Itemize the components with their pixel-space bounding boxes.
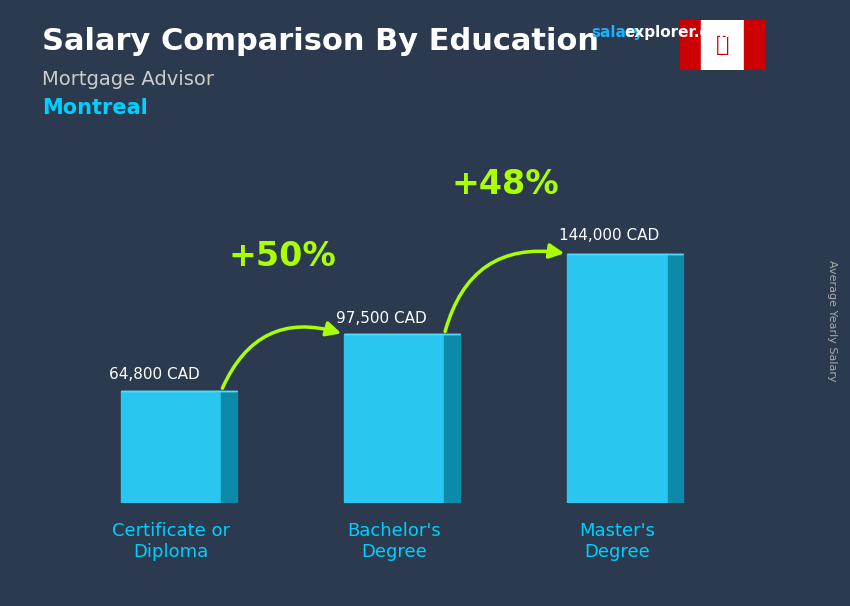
- Text: 97,500 CAD: 97,500 CAD: [336, 310, 427, 325]
- Text: salary: salary: [591, 25, 643, 41]
- Text: +50%: +50%: [229, 240, 337, 273]
- Text: 🍁: 🍁: [716, 35, 729, 55]
- Bar: [680, 20, 701, 70]
- Text: Mortgage Advisor: Mortgage Advisor: [42, 70, 214, 88]
- Bar: [744, 20, 765, 70]
- Text: Average Yearly Salary: Average Yearly Salary: [827, 261, 837, 382]
- Text: Montreal: Montreal: [42, 98, 148, 118]
- Polygon shape: [445, 334, 460, 503]
- Polygon shape: [221, 391, 237, 503]
- Polygon shape: [667, 254, 683, 503]
- Bar: [121, 391, 221, 503]
- Bar: [567, 254, 667, 503]
- Text: 64,800 CAD: 64,800 CAD: [109, 367, 200, 382]
- Text: explorer.com: explorer.com: [625, 25, 735, 41]
- Bar: [344, 334, 445, 503]
- Bar: [701, 20, 744, 70]
- Text: 144,000 CAD: 144,000 CAD: [559, 228, 660, 243]
- Text: +48%: +48%: [452, 168, 559, 201]
- Text: Salary Comparison By Education: Salary Comparison By Education: [42, 27, 599, 56]
